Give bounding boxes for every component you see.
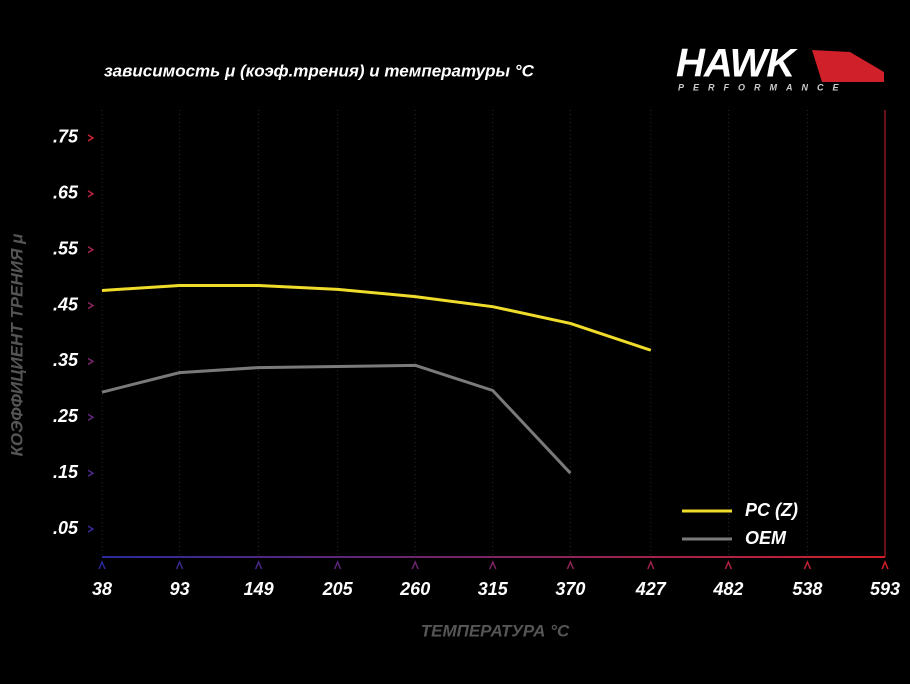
x-tick-label: 38 bbox=[92, 579, 112, 599]
x-tick-mark bbox=[175, 560, 184, 570]
y-tick-label: .75 bbox=[53, 127, 79, 147]
logo: HAWK PERFORMANCE bbox=[676, 42, 884, 92]
x-tick-mark bbox=[803, 560, 812, 570]
y-tick-mark bbox=[87, 301, 95, 310]
y-tick-mark bbox=[87, 525, 95, 533]
y-tick-label: .15 bbox=[53, 462, 79, 482]
y-tick-label: .25 bbox=[53, 406, 79, 426]
x-tick-mark bbox=[98, 560, 106, 570]
y-tick-mark bbox=[87, 357, 95, 366]
x-tick-label: 427 bbox=[635, 579, 667, 599]
y-tick-label: .35 bbox=[53, 350, 79, 370]
series-line bbox=[101, 363, 572, 475]
x-tick-mark bbox=[724, 560, 733, 570]
brand: HAWK bbox=[676, 42, 798, 86]
series-line bbox=[101, 283, 652, 352]
x-tick-label: 370 bbox=[555, 579, 585, 599]
x-tick-mark bbox=[566, 560, 575, 570]
x-tick-mark bbox=[489, 560, 497, 570]
x-tick-label: 538 bbox=[792, 579, 822, 599]
legend-label: PC (Z) bbox=[745, 500, 798, 520]
y-tick-label: .55 bbox=[53, 238, 79, 258]
x-tick-label: 482 bbox=[712, 579, 743, 599]
y-tick-mark bbox=[87, 134, 95, 142]
x-tick-label: 260 bbox=[399, 579, 430, 599]
brand-subtitle: PERFORMANCE bbox=[678, 82, 848, 92]
y-tick-mark bbox=[87, 190, 95, 198]
x-axis-label: ТЕМПЕРАТУРА °C bbox=[421, 621, 570, 640]
x-tick-label: 93 bbox=[170, 579, 190, 599]
x-tick-label: 149 bbox=[244, 579, 274, 599]
x-tick-mark bbox=[411, 560, 419, 570]
legend-label: OEM bbox=[745, 528, 787, 548]
y-tick-label: .65 bbox=[53, 183, 79, 203]
x-tick-label: 205 bbox=[322, 579, 354, 599]
x-axis bbox=[102, 556, 885, 558]
x-tick-mark bbox=[333, 560, 342, 570]
x-tick-mark bbox=[647, 560, 655, 570]
y-tick-label: .45 bbox=[53, 294, 79, 314]
y-tick-mark bbox=[87, 469, 95, 477]
y-tick-mark bbox=[87, 413, 95, 421]
x-tick-mark bbox=[254, 560, 263, 570]
y-axis-label: КОЭФФИЦИЕНТ ТРЕНИЯ μ bbox=[7, 233, 26, 456]
chart-title: зависимость μ (коэф.трения) и температур… bbox=[104, 61, 535, 80]
y-tick-label: .05 bbox=[53, 518, 79, 538]
logo-wing bbox=[812, 50, 884, 82]
x-tick-mark bbox=[881, 560, 889, 570]
x-tick-label: 593 bbox=[870, 579, 900, 599]
y-tick-mark bbox=[87, 246, 95, 254]
x-tick-label: 315 bbox=[478, 579, 509, 599]
